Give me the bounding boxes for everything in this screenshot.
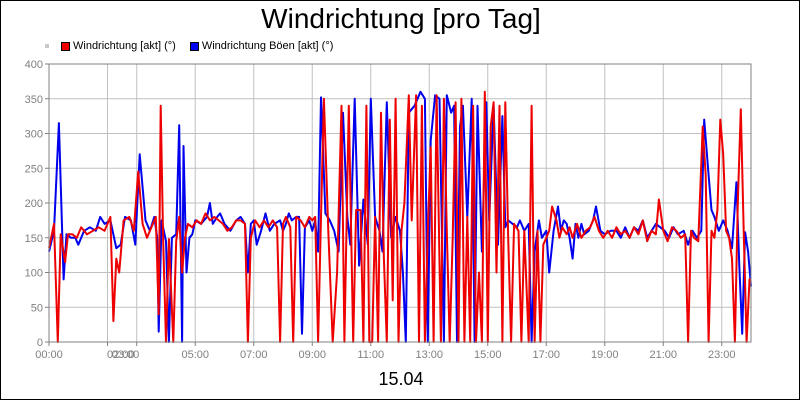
x-tick-label: 02:00 [107,349,135,361]
chart-legend: Windrichtung [akt] (°) Windrichtung Böen… [45,38,347,54]
legend-swatch-red [61,41,70,51]
legend-label-boeen: Windrichtung Böen [akt] (°) [201,40,334,52]
legend-swatch-blue [189,41,199,51]
legend-marker-icon [45,44,49,48]
x-tick-label: 23:00 [708,349,736,361]
legend-item-boeen: Windrichtung Böen [akt] (°) [189,40,334,52]
x-tick-label: 19:00 [591,349,619,361]
x-tick-label: 13:00 [415,349,443,361]
x-tick-label: 21:00 [649,349,677,361]
y-tick-label: 100 [25,268,43,280]
y-tick-label: 50 [31,302,43,314]
y-tick-label: 200 [25,198,43,210]
y-tick-label: 150 [25,233,43,245]
x-tick-label: 15:00 [474,349,502,361]
x-tick-label: 11:00 [357,349,384,361]
x-tick-label: 00:00 [35,349,63,361]
y-tick-label: 0 [37,337,43,349]
x-tick-label: 07:00 [240,349,268,361]
x-tick-label: 17:00 [532,349,560,361]
x-tick-label: 05:00 [181,349,209,361]
plot-border [48,63,752,343]
y-tick-label: 400 [25,59,43,71]
x-axis-title: 15.04 [378,369,424,389]
y-tick-label: 300 [25,129,43,141]
legend-label-akt: Windrichtung [akt] (°) [73,40,176,52]
y-tick-label: 250 [25,163,43,175]
x-tick-label: 03:00 [112,349,140,361]
x-tick-label: 09:00 [298,349,326,361]
legend-item-akt: Windrichtung [akt] (°) [61,40,176,52]
chart-title: Windrichtung [pro Tag] [261,3,541,34]
y-tick-label: 350 [25,94,43,106]
